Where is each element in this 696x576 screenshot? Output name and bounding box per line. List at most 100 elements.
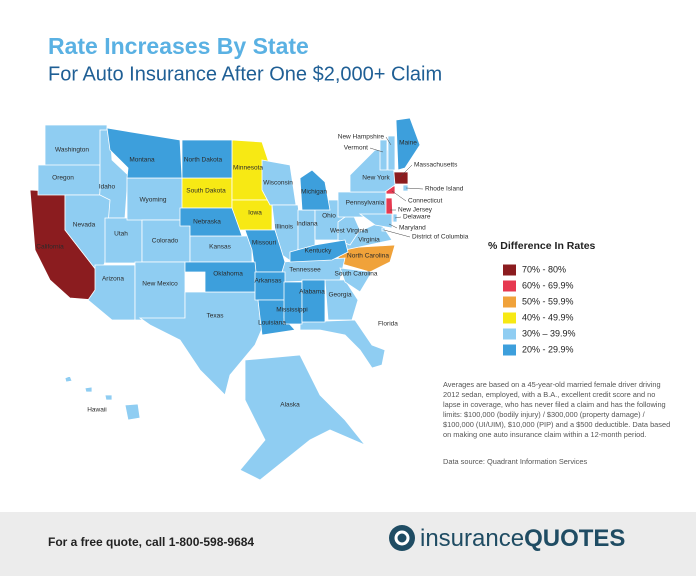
state-label: Connecticut (408, 198, 443, 205)
footer-text: For a free quote, call 1-800-598-9684 (48, 535, 254, 549)
state (181, 139, 233, 179)
state-label: New York (362, 175, 390, 182)
state-label: Oklahoma (213, 271, 243, 278)
footer-band (0, 512, 696, 576)
state-label: Washington (55, 147, 89, 154)
title: Rate Increases By State (48, 33, 309, 59)
state-label: Alaska (280, 402, 300, 409)
legend-swatch (503, 344, 516, 356)
state-label: Louisiana (258, 320, 286, 327)
state-label: Iowa (248, 210, 262, 217)
state-label: South Carolina (335, 271, 378, 278)
leader-line (383, 229, 411, 238)
state (379, 139, 388, 171)
source: Data source: Quadrant Information Servic… (443, 457, 588, 466)
state-label: Nebraska (193, 219, 221, 226)
state (134, 261, 186, 321)
state (184, 261, 259, 293)
state-label: New Mexico (142, 281, 178, 288)
state-label: Arkansas (254, 278, 282, 285)
legend-label: 40% - 49.9% (522, 312, 574, 322)
note: Averages are based on a 45-year-old marr… (443, 380, 671, 439)
state-label: Oregon (52, 175, 74, 182)
legend-title: % Difference In Rates (488, 240, 596, 252)
state-label: Ohio (322, 213, 336, 220)
leader-line (391, 190, 407, 202)
legend-swatch (503, 264, 516, 276)
state-label: Maine (399, 140, 417, 147)
state (87, 264, 136, 321)
logo-icon-ring (394, 530, 410, 546)
state-label: Kansas (209, 244, 231, 251)
state-label: Alabama (299, 289, 325, 296)
legend-label: 60% - 69.9% (522, 280, 574, 290)
state (358, 213, 393, 229)
state-label: Pennsylvania (346, 200, 385, 207)
state-label: Tennessee (289, 267, 321, 274)
state-label: Minnesota (233, 165, 263, 172)
state (179, 207, 243, 237)
state-label: West Virginia (330, 228, 368, 235)
legend-swatch (503, 296, 516, 308)
logo-icon (389, 525, 415, 551)
state (239, 354, 366, 481)
state-labels: California Massachusetts Connecticut New Je… (36, 134, 468, 414)
subtitle: For Auto Insurance After One $2,000+ Cla… (48, 63, 442, 85)
state-label: Wyoming (139, 197, 166, 204)
state (301, 279, 326, 323)
state-label: Georgia (328, 292, 352, 299)
state (381, 227, 386, 232)
state-label: District of Columbia (412, 234, 469, 241)
state-label: California (36, 244, 64, 251)
state-label: New Jersey (398, 207, 433, 214)
legend-swatch (503, 312, 516, 324)
state-label: Mississippi (276, 307, 307, 314)
logo-word: insuranceQUOTES (420, 525, 625, 552)
state-label: New Hampshire (338, 134, 385, 141)
state (339, 267, 373, 293)
state (254, 271, 286, 301)
legend-label: 30% – 39.9% (522, 328, 576, 338)
state-label: Nevada (73, 222, 96, 229)
state (402, 184, 409, 192)
state-label: Delaware (403, 214, 431, 221)
state (106, 127, 183, 179)
leader-line (405, 187, 424, 190)
state (289, 239, 349, 263)
legend-swatch (503, 280, 516, 292)
legend-label: 50% - 59.9% (522, 296, 574, 306)
legend-label: 20% - 29.9% (522, 344, 574, 354)
state (283, 281, 303, 325)
state (324, 279, 359, 321)
state (64, 375, 141, 421)
state-label: Indiana (296, 221, 318, 228)
state-label: Massachusetts (414, 162, 458, 169)
state-label: Missouri (252, 240, 276, 247)
states (29, 117, 421, 481)
state (297, 209, 316, 251)
state-label: North Carolina (347, 253, 389, 260)
state (104, 217, 143, 264)
state-label: Hawaii (87, 407, 107, 414)
state-label: Florida (378, 321, 398, 328)
state (299, 169, 331, 211)
state (395, 117, 421, 171)
state-label: Michigan (301, 189, 327, 196)
state-label: Colorado (152, 238, 179, 245)
state (299, 319, 386, 369)
leader-line (385, 136, 392, 146)
state-label: Rhode Island (425, 186, 464, 193)
state-label: Montana (129, 157, 155, 164)
legend-swatch (503, 328, 516, 340)
state-label: Maryland (399, 225, 426, 232)
logo-part: QUOTES (524, 525, 625, 552)
state-label: Utah (114, 231, 128, 238)
legend-label: 70% - 80% (522, 264, 566, 274)
state-label: Illinois (275, 224, 294, 231)
state (387, 135, 396, 171)
state-label: Virginia (358, 237, 380, 244)
logo-part: insurance (420, 525, 524, 552)
state-label: Arizona (102, 276, 124, 283)
